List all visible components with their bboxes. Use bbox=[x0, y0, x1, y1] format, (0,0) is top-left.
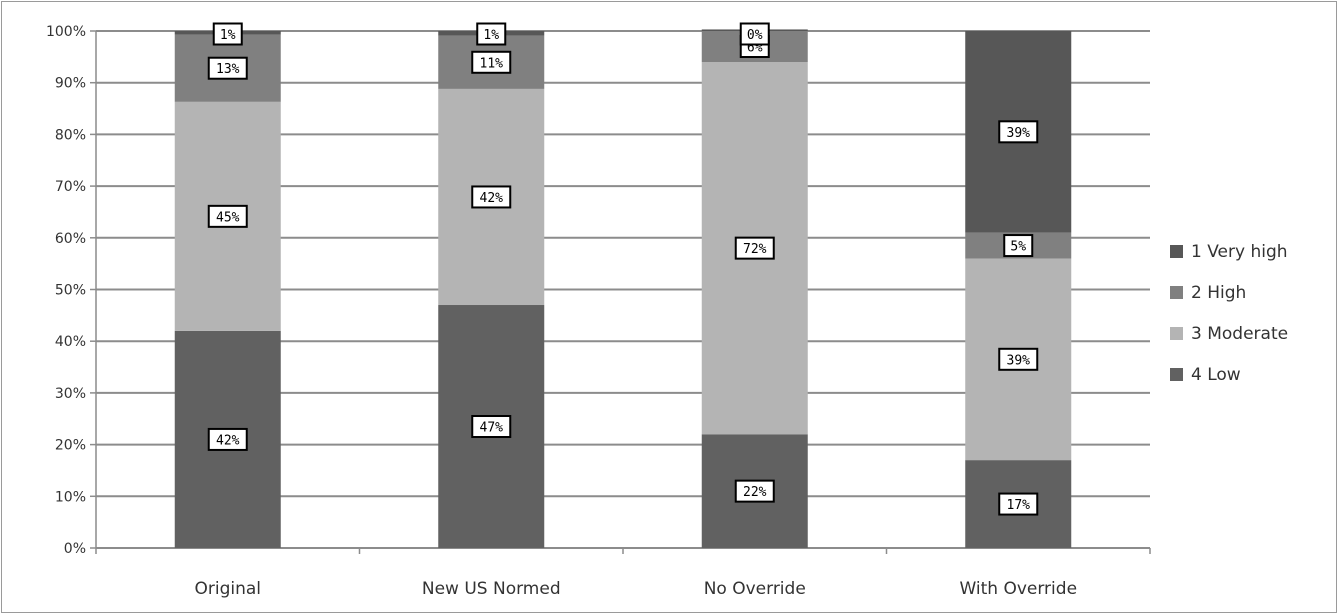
data-label-box bbox=[207, 56, 248, 80]
y-tick-label: 20% bbox=[55, 438, 86, 454]
legend-label: 2 High bbox=[1191, 282, 1247, 303]
data-label-box bbox=[212, 22, 243, 46]
x-category-label: With Override bbox=[959, 579, 1077, 599]
legend-swatch bbox=[1170, 327, 1183, 340]
data-label: 45% bbox=[216, 210, 240, 225]
y-tick-label: 90% bbox=[55, 76, 86, 92]
y-tick-label: 80% bbox=[55, 127, 86, 143]
data-label-box bbox=[207, 204, 248, 228]
legend-item: 2 High bbox=[1170, 279, 1288, 306]
y-tick-label: 100% bbox=[46, 24, 86, 40]
y-tick-label: 10% bbox=[55, 489, 86, 505]
data-label-box bbox=[998, 347, 1039, 371]
data-label-box bbox=[734, 236, 775, 260]
data-label-box bbox=[739, 22, 770, 46]
x-category-label: New US Normed bbox=[422, 579, 561, 599]
data-label: 39% bbox=[1007, 126, 1031, 141]
x-category-label: Original bbox=[194, 579, 261, 599]
legend-swatch bbox=[1170, 245, 1183, 258]
legend-item: 3 Moderate bbox=[1170, 320, 1288, 347]
legend: 1 Very high 2 High 3 Moderate 4 Low bbox=[1170, 238, 1288, 402]
data-label: 22% bbox=[743, 485, 767, 500]
data-label-box bbox=[471, 415, 512, 439]
data-label-box bbox=[734, 479, 775, 503]
legend-label: 3 Moderate bbox=[1191, 323, 1289, 344]
data-label: 0% bbox=[747, 28, 763, 43]
data-label-box bbox=[471, 185, 512, 209]
data-label-box bbox=[471, 50, 512, 74]
data-label: 47% bbox=[480, 421, 504, 436]
data-label: 42% bbox=[216, 433, 240, 448]
data-label-box bbox=[476, 22, 507, 46]
y-tick-label: 30% bbox=[55, 386, 86, 402]
data-label: 72% bbox=[743, 242, 767, 257]
legend-label: 1 Very high bbox=[1191, 241, 1288, 262]
x-category-label: No Override bbox=[704, 579, 806, 599]
legend-label: 4 Low bbox=[1191, 364, 1241, 385]
y-tick-label: 50% bbox=[55, 283, 86, 299]
data-label: 1% bbox=[483, 28, 499, 43]
data-label: 11% bbox=[480, 56, 504, 71]
data-label-box bbox=[998, 120, 1039, 144]
y-tick-label: 0% bbox=[64, 541, 86, 557]
data-label: 39% bbox=[1007, 353, 1031, 368]
y-tick-label: 40% bbox=[55, 334, 86, 350]
legend-item: 1 Very high bbox=[1170, 238, 1288, 265]
legend-item: 4 Low bbox=[1170, 361, 1288, 388]
data-label: 42% bbox=[480, 191, 504, 206]
legend-swatch bbox=[1170, 368, 1183, 381]
y-tick-label: 70% bbox=[55, 179, 86, 195]
data-label: 17% bbox=[1007, 498, 1031, 513]
legend-swatch bbox=[1170, 286, 1183, 299]
data-label: 1% bbox=[220, 28, 236, 43]
data-label-box bbox=[998, 492, 1039, 516]
data-label-box bbox=[1003, 234, 1034, 258]
y-tick-label: 60% bbox=[55, 231, 86, 247]
data-label: 5% bbox=[1010, 240, 1026, 255]
data-label: 13% bbox=[216, 62, 240, 77]
data-label-box bbox=[207, 427, 248, 451]
